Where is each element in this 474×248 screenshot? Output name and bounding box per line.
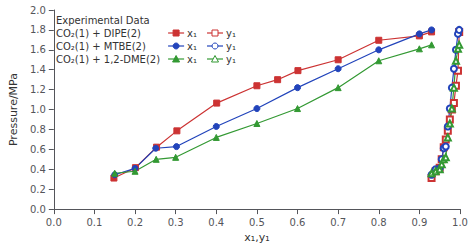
svg-text:0.1: 0.1 (86, 217, 102, 228)
svg-text:0.2: 0.2 (127, 217, 143, 228)
svg-text:0.8: 0.8 (30, 124, 46, 135)
svg-text:1.0: 1.0 (452, 217, 468, 228)
svg-text:0.9: 0.9 (411, 217, 427, 228)
svg-text:CO₂(1) + MTBE(2): CO₂(1) + MTBE(2) (56, 41, 146, 52)
svg-text:x₁: x₁ (187, 28, 197, 39)
svg-text:x₁: x₁ (187, 41, 197, 52)
svg-text:0.6: 0.6 (290, 217, 306, 228)
svg-text:0.0: 0.0 (30, 204, 46, 215)
svg-text:1.0: 1.0 (30, 104, 46, 115)
svg-text:Experimental Data: Experimental Data (56, 15, 150, 26)
svg-text:1.6: 1.6 (30, 44, 46, 55)
svg-text:1.2: 1.2 (30, 84, 46, 95)
svg-text:1.4: 1.4 (30, 64, 46, 75)
svg-text:y₁: y₁ (226, 28, 236, 39)
svg-text:CO₂(1) + DIPE(2): CO₂(1) + DIPE(2) (56, 28, 141, 39)
svg-text:CO₂(1) + 1,2-DME(2): CO₂(1) + 1,2-DME(2) (56, 54, 160, 65)
svg-text:0.6: 0.6 (30, 144, 46, 155)
svg-text:2.0: 2.0 (30, 5, 46, 16)
svg-text:0.8: 0.8 (371, 217, 387, 228)
svg-text:y₁: y₁ (226, 54, 236, 65)
svg-text:Pressure/MPa: Pressure/MPa (7, 73, 20, 146)
svg-text:1.8: 1.8 (30, 24, 46, 35)
svg-text:0.5: 0.5 (249, 217, 265, 228)
svg-text:0.4: 0.4 (208, 217, 224, 228)
svg-text:0.4: 0.4 (30, 164, 46, 175)
svg-text:0.7: 0.7 (330, 217, 346, 228)
svg-text:x₁: x₁ (187, 54, 197, 65)
svg-text:x₁,y₁: x₁,y₁ (244, 231, 269, 244)
svg-text:y₁: y₁ (226, 41, 236, 52)
svg-text:0.3: 0.3 (168, 217, 184, 228)
svg-text:0.2: 0.2 (30, 184, 46, 195)
svg-text:0.0: 0.0 (46, 217, 62, 228)
